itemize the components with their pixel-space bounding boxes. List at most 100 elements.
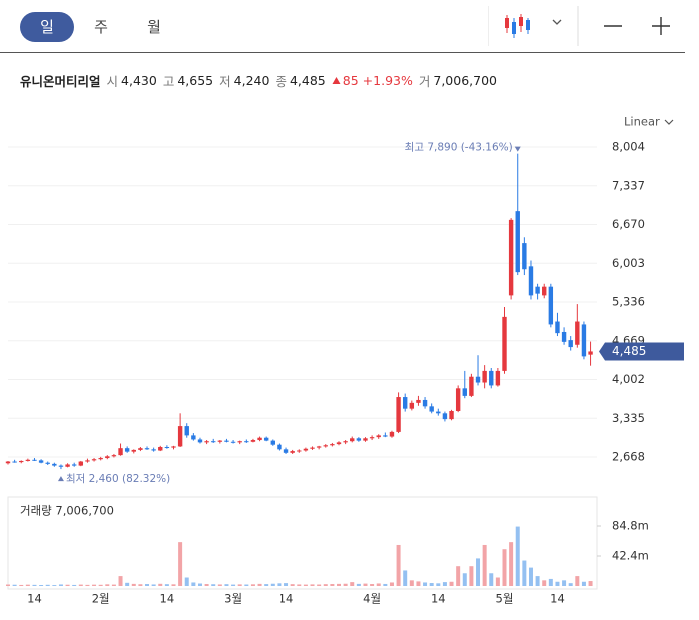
candle-body	[38, 460, 44, 463]
y-tick-label: 3,335	[612, 411, 645, 425]
candle-body	[124, 448, 130, 452]
toolbar: 일 주 월	[0, 0, 685, 53]
candle-body	[482, 370, 487, 383]
volume-bar	[111, 584, 116, 586]
candle-body	[310, 447, 315, 449]
candle-body	[45, 462, 50, 464]
volume-bar	[581, 581, 586, 586]
tab[interactable]: 일	[20, 12, 74, 42]
candle-body	[383, 435, 388, 437]
volume-bar	[469, 566, 474, 586]
y-tick-label: 5,336	[612, 295, 645, 309]
candle-body	[555, 321, 560, 334]
candle-body	[217, 440, 223, 442]
toolbar-icons	[488, 6, 670, 46]
volume-bar	[231, 584, 236, 586]
volume-bar	[489, 573, 494, 586]
volume-bar	[290, 584, 295, 586]
volume-bar	[310, 584, 315, 586]
candle-body	[350, 438, 355, 442]
volume-legend: 거래량 7,006,700	[20, 504, 114, 518]
volume-bar	[363, 583, 368, 586]
volume-bar	[396, 544, 401, 586]
volume-bar	[389, 582, 394, 586]
volume-bar	[476, 558, 481, 586]
candle-body	[105, 456, 110, 459]
volume-bar	[270, 583, 275, 586]
candle-body	[211, 441, 216, 443]
candle-body	[429, 406, 434, 412]
stock-name: 유니온머티리얼	[20, 74, 101, 89]
volume-bar	[118, 576, 123, 586]
volume-bar	[423, 582, 428, 586]
field-label: 거	[418, 74, 431, 89]
volume-bar	[502, 549, 507, 586]
candle-body	[343, 441, 348, 443]
y-tick-label: 8,004	[612, 140, 645, 154]
min-annotation: 최저 2,460 (82.32%)	[66, 473, 170, 485]
volume-bar	[575, 576, 580, 586]
y-tick-label: 6,003	[612, 256, 645, 270]
scale-dropdown-icon[interactable]	[664, 119, 674, 125]
volume-bar	[45, 584, 50, 586]
x-tick-label: 4월	[363, 592, 381, 606]
volume-bar	[52, 585, 57, 586]
volume-bar	[343, 583, 348, 586]
candle-body	[158, 447, 163, 451]
volume-bar	[184, 577, 189, 586]
volume-bar	[72, 584, 77, 586]
volume-bar	[429, 583, 434, 586]
candle-body	[462, 388, 467, 396]
volume-bar	[204, 584, 209, 586]
volume-bar	[442, 582, 447, 586]
candle-body	[396, 397, 401, 432]
candle-body	[561, 331, 567, 342]
x-tick-label: 5월	[496, 592, 514, 606]
zoom-in-button[interactable]	[652, 17, 670, 35]
candle-body	[12, 461, 17, 463]
candle-body	[277, 444, 282, 450]
volume-bar	[436, 583, 441, 586]
volume-bar	[588, 581, 593, 586]
candle-body	[436, 411, 441, 414]
chart-type-button[interactable]	[505, 14, 562, 38]
candle-body	[250, 440, 256, 442]
candle-body	[535, 286, 540, 294]
volume-bar	[370, 584, 375, 586]
candle-body	[469, 376, 474, 396]
candle-body	[58, 465, 64, 467]
x-tick-label: 2월	[92, 592, 110, 606]
volume-bar	[217, 584, 222, 586]
volume-bar	[522, 560, 527, 586]
candle-body	[542, 286, 547, 296]
tab[interactable]: 월	[147, 18, 161, 36]
candle-body	[508, 219, 514, 296]
candle-body	[32, 459, 37, 461]
volume-bar	[515, 526, 520, 586]
volume-bar	[317, 584, 322, 586]
volume-bar	[568, 583, 573, 586]
candle-body	[237, 441, 242, 443]
volume-bar	[145, 584, 150, 586]
volume-bar	[257, 583, 262, 586]
candle-body	[568, 340, 573, 348]
volume-bar	[376, 583, 381, 586]
candle-body	[356, 438, 362, 441]
candle-body	[25, 459, 31, 461]
x-tick-label: 3월	[224, 592, 242, 606]
volume-bar	[535, 576, 540, 586]
chart: Linear 거래량 7,006,700 2,6683,3354,0024,66…	[5, 115, 684, 606]
scale-selector[interactable]: Linear	[624, 115, 660, 129]
volume-bar	[92, 584, 97, 586]
candle-body	[376, 435, 381, 438]
field-label: 시	[106, 74, 119, 89]
field-value: 4,655	[177, 73, 214, 88]
candle-body	[442, 413, 448, 420]
volume-bar	[191, 582, 196, 586]
candle-body	[548, 286, 554, 325]
volume-bar	[58, 584, 63, 586]
tab[interactable]: 주	[94, 18, 108, 36]
candle-body	[65, 464, 70, 467]
volume-bar	[78, 584, 83, 586]
